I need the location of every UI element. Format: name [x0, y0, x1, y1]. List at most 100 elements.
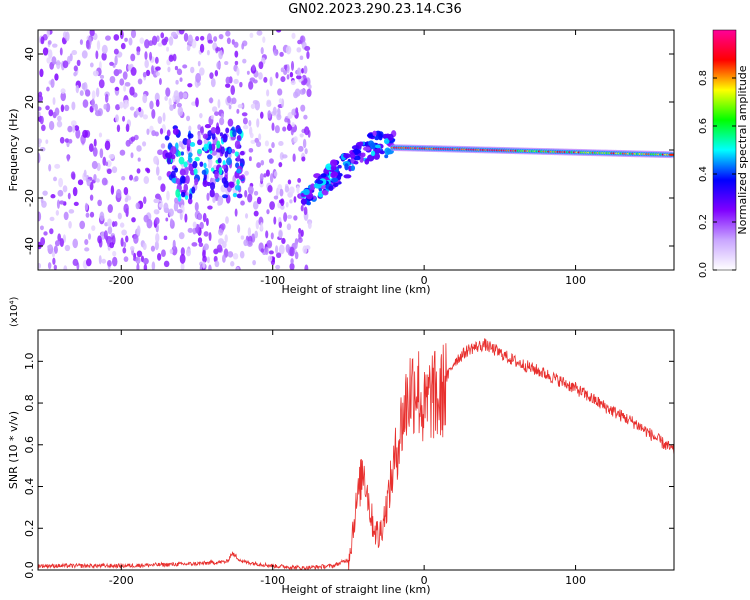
spectrogram-cell	[151, 108, 156, 119]
spectrogram-cell	[210, 127, 217, 134]
spectrogram-cell	[188, 193, 193, 200]
spectrogram-cell	[362, 146, 371, 151]
spectrogram-cell	[266, 209, 270, 215]
spectrogram-cell	[137, 78, 143, 85]
spectrogram-cell	[77, 179, 84, 186]
spectrogram-cell	[179, 175, 186, 184]
spectrogram-cell	[123, 203, 129, 214]
spectrogram-cell	[218, 228, 224, 236]
spectrogram-cell	[353, 155, 361, 161]
spectrogram-cell	[169, 104, 174, 111]
spectrogram-cell	[200, 35, 205, 41]
spectrogram-cell	[202, 133, 209, 140]
spectrogram-cell	[58, 177, 64, 188]
spectrogram-cell	[232, 253, 239, 260]
spectrogram-cell	[153, 209, 158, 215]
spectrogram-cell	[182, 64, 188, 69]
y-tick-label: 0.0	[23, 561, 36, 579]
spectrogram-cell	[264, 140, 269, 147]
spectrogram-cell	[306, 201, 311, 206]
spectrogram-cell	[228, 181, 234, 187]
spectrogram-cell	[258, 72, 263, 80]
spectrogram-cell	[279, 152, 284, 160]
spectrogram-cell	[237, 103, 243, 109]
spectrogram-cell	[290, 258, 294, 265]
spectrogram-cell	[209, 182, 216, 191]
spectrogram-cell	[51, 56, 57, 65]
spectrogram-cell	[281, 237, 286, 244]
spectrogram-cell	[170, 170, 176, 180]
spectrogram-cell	[293, 196, 297, 203]
spectrogram-cell	[212, 196, 216, 203]
spectrogram-cell	[158, 202, 164, 208]
spectrogram-cell	[214, 111, 219, 116]
spectrogram-cell	[130, 136, 136, 142]
spectrogram-cell	[246, 70, 250, 75]
spectrogram-cell	[367, 154, 375, 162]
spectrogram-cell	[239, 150, 245, 156]
spectrogram-cell	[306, 51, 310, 60]
spectrogram-cell	[191, 242, 198, 247]
spectrogram-cell	[106, 260, 112, 267]
spectrogram-cell	[109, 61, 114, 66]
spectrogram-cell	[174, 167, 179, 173]
spectrogram-cell	[217, 157, 222, 164]
spectrogram-cell	[81, 50, 88, 59]
spectrogram-cell	[177, 150, 182, 157]
spectrogram-cell	[123, 85, 127, 92]
spectrogram-cell	[182, 92, 188, 99]
spectrogram-cell	[269, 76, 273, 87]
spectrogram-cell	[142, 257, 149, 265]
spectrogram-cell	[50, 194, 56, 199]
spectrogram-cell	[234, 140, 241, 150]
spectrogram-cell	[254, 230, 258, 239]
spectrogram-cell	[353, 160, 359, 165]
spectrogram-cell	[38, 95, 44, 103]
spectrogram-cell	[144, 51, 148, 60]
spectrogram-cell	[283, 64, 288, 70]
spectrogram-cell	[301, 156, 306, 162]
spectrogram-cell	[93, 173, 97, 181]
spectrogram-cell	[48, 163, 52, 172]
spectrogram-cell	[330, 159, 338, 167]
spectrogram-cell	[358, 141, 364, 146]
spectrogram-cell	[218, 49, 223, 60]
spectrogram-cell	[151, 65, 154, 75]
spectrogram-cell	[92, 70, 99, 77]
spectrogram-cell	[286, 74, 290, 80]
spectrogram-cell	[41, 124, 46, 132]
spectrogram-cell	[127, 64, 132, 71]
spectrogram-cell	[54, 240, 60, 247]
spectrogram-cell	[54, 107, 60, 116]
spectrogram-cell	[237, 128, 243, 135]
spectrogram-cell	[214, 170, 219, 180]
spectrogram-cell	[285, 45, 292, 55]
spectrogram-cell	[197, 148, 202, 155]
spectrogram-cell	[59, 47, 63, 56]
spectrogram-cell	[219, 117, 225, 126]
spectrogram-cell	[82, 99, 89, 108]
spectrogram-cell	[104, 140, 111, 151]
spectrogram-cell	[129, 246, 135, 251]
spectrogram-cell	[195, 35, 200, 42]
spectrogram-cell	[296, 67, 302, 76]
spectrogram-cell	[226, 157, 232, 166]
spectrogram-cell	[255, 219, 260, 230]
spectrogram-cell	[308, 84, 312, 90]
spectrogram-cell	[209, 72, 214, 79]
spectrogram-cell	[278, 230, 283, 238]
spectrogram-cell	[46, 57, 51, 64]
spectrogram-cell	[287, 112, 293, 119]
spectrogram-cell	[202, 261, 206, 269]
spectrogram-cell	[57, 115, 62, 122]
spectrogram-cell	[161, 249, 166, 257]
spectrogram-cell	[387, 133, 394, 141]
spectrogram-cell	[130, 53, 136, 62]
spectrogram-cell	[142, 114, 149, 120]
spectrogram-cell	[168, 208, 174, 217]
spectrogram-cell	[203, 231, 209, 237]
spectrogram-cell	[258, 61, 264, 70]
spectrogram-cell	[59, 136, 65, 144]
spectrogram-cell	[244, 170, 249, 176]
spectrogram-cell	[233, 78, 239, 84]
